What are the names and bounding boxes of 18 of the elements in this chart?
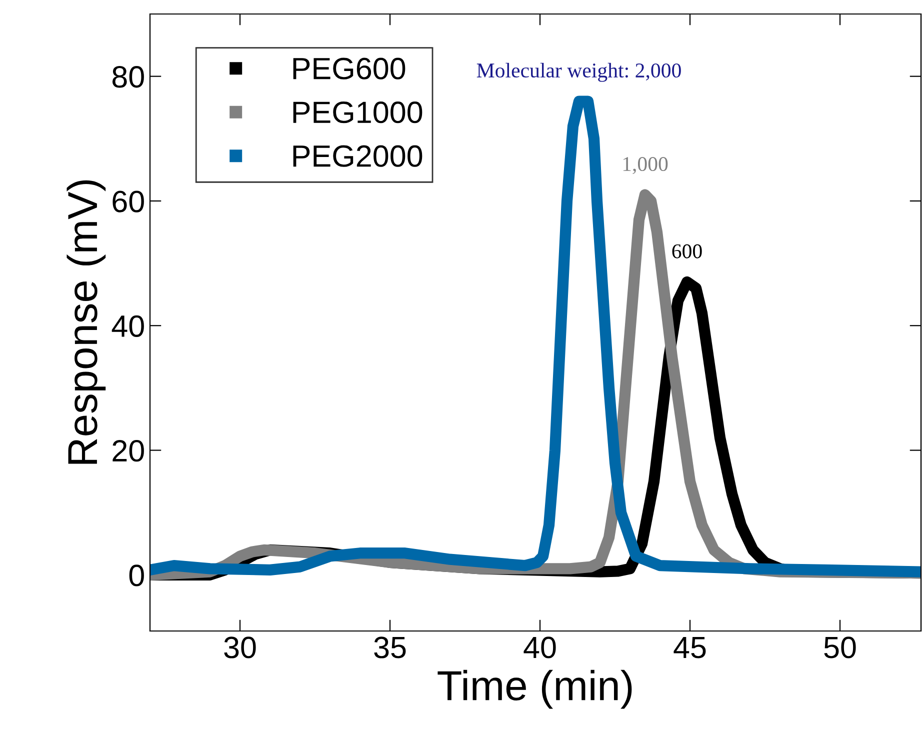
y-tick-label: 80 [112,66,144,88]
x-axis-title: Time (min) [438,670,632,709]
legend-label: PEG2000 [293,145,422,167]
y-axis-title: Response (mV) [66,180,106,464]
legend-label: PEG1000 [293,102,422,124]
x-tick-label: 40 [524,636,556,658]
x-tick-label: 50 [824,636,856,658]
annotation: 600 [672,244,702,258]
annotation: 1,000 [623,157,668,174]
annotation: Molecular weight: 2,000 [476,62,681,82]
x-tick-label: 45 [674,636,706,658]
x-tick-label: 35 [374,636,406,658]
legend-label: PEG600 [293,58,406,80]
x-tick-label: 30 [224,636,256,658]
y-tick-label: 0 [129,564,144,586]
y-tick-label: 40 [112,315,144,337]
y-tick-label: 20 [112,440,144,462]
y-tick-label: 60 [112,190,144,212]
